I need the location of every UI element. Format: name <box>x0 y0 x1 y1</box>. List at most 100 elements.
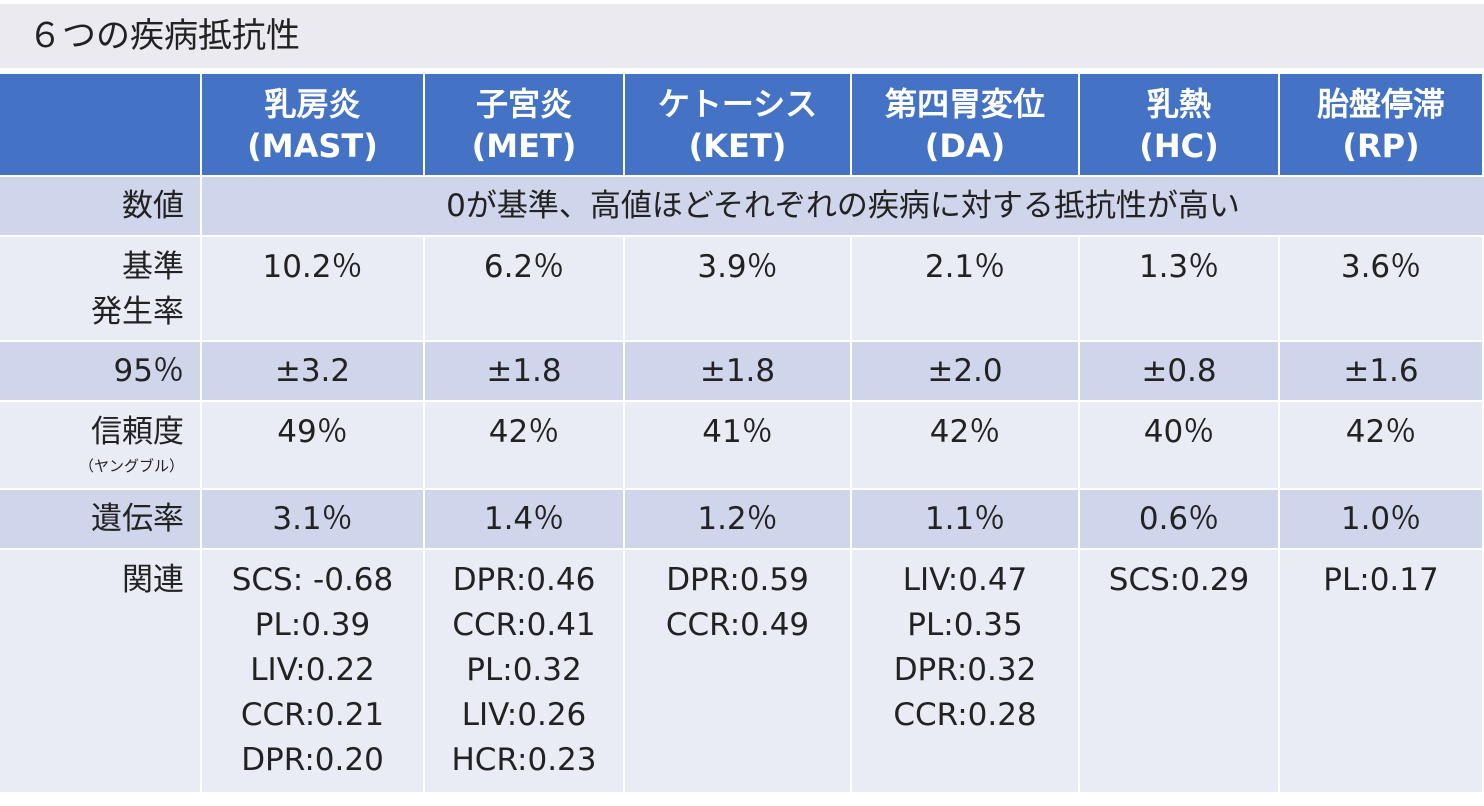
cell-line: SCS: -0.68 <box>231 562 394 598</box>
cell: ±1.8 <box>425 342 623 400</box>
column-name: 子宮炎 <box>475 84 572 123</box>
column-code: (DA) <box>924 126 1006 165</box>
cell-line: 42％ <box>1345 414 1417 450</box>
cell-line: ±3.2 <box>274 352 351 389</box>
cell-line: 3.1％ <box>272 500 353 537</box>
cell-line: DPR:0.59 <box>666 562 809 598</box>
cell: PL:0.17 <box>1280 550 1482 792</box>
column-name: ケトーシス <box>657 84 818 123</box>
cell-line: DPR:0.46 <box>452 562 596 598</box>
cell-line: CCR:0.49 <box>665 607 810 643</box>
cell: 3.9％ <box>625 237 850 340</box>
cell: 49％ <box>202 402 423 488</box>
row-label: 遺伝率 <box>0 490 200 548</box>
cell-line: 42％ <box>929 414 1001 450</box>
column-code: (HC) <box>1139 126 1219 165</box>
cell-line: ±1.6 <box>1343 352 1419 389</box>
cell: ±1.8 <box>625 342 850 400</box>
cell-line: 42％ <box>488 414 560 450</box>
column-header: ケトーシス (KET) <box>625 74 850 175</box>
header-corner <box>0 74 200 175</box>
cell-line: ±2.0 <box>927 352 1003 389</box>
column-name: 胎盤停滞 <box>1316 84 1445 123</box>
cell: 42％ <box>852 402 1078 488</box>
column-header: 胎盤停滞 (RP) <box>1280 74 1482 175</box>
cell: DPR:0.59 CCR:0.49 <box>625 550 850 792</box>
cell: ±1.6 <box>1280 342 1482 400</box>
cell-line: 1.3％ <box>1138 249 1220 285</box>
cell-line: HCR:0.23 <box>451 742 597 778</box>
cell-line: LIV:0.47 <box>902 562 1028 598</box>
cell: 1.1％ <box>852 490 1078 548</box>
cell: 3.6％ <box>1280 237 1482 340</box>
cell: ±3.2 <box>202 342 423 400</box>
cell-line: PL:0.17 <box>1323 562 1439 598</box>
cell-line: LIV:0.22 <box>250 652 375 688</box>
cell: 3.1％ <box>202 490 423 548</box>
cell: ±0.8 <box>1080 342 1278 400</box>
cell-line: 1.1％ <box>924 500 1006 537</box>
cell: SCS:0.29 <box>1080 550 1278 792</box>
label-line: 関連 <box>122 562 184 598</box>
cell: 10.2％ <box>202 237 423 340</box>
title: ６つの疾病抵抗性 <box>0 4 1484 68</box>
column-header: 第四胃変位 (DA) <box>852 74 1078 175</box>
cell: 41％ <box>625 402 850 488</box>
cell: 1.0％ <box>1280 490 1482 548</box>
cell-line: 1.2％ <box>697 500 778 537</box>
cell-line: DPR:0.32 <box>893 652 1037 688</box>
cell-line: PL:0.35 <box>907 607 1023 643</box>
column-code: (MET) <box>471 126 577 165</box>
cell-line: ±1.8 <box>486 352 562 389</box>
cell-line: 49％ <box>277 414 348 450</box>
label-line: 発生率 <box>91 294 184 330</box>
cell: 6.2％ <box>425 237 623 340</box>
column-header: 乳熱 (HC) <box>1080 74 1278 175</box>
column-name: 乳熱 <box>1146 84 1211 123</box>
cell-line: CCR:0.28 <box>893 697 1037 733</box>
cell-line: LIV:0.26 <box>461 697 587 733</box>
column-code: (MAST) <box>247 126 378 165</box>
label-line: 信頼度 <box>91 414 184 450</box>
cell-line: ±1.8 <box>699 352 776 389</box>
row-label: 数値 <box>0 177 200 235</box>
label-line: 遺伝率 <box>91 500 184 537</box>
cell-line: 10.2％ <box>262 249 363 285</box>
column-header: 乳房炎 (MAST) <box>202 74 423 175</box>
cell-line: 41％ <box>702 414 773 450</box>
cell-line: CCR:0.21 <box>240 697 385 733</box>
cell-line: PL:0.32 <box>466 652 582 688</box>
cell: 0.6％ <box>1080 490 1278 548</box>
cell: SCS: -0.68 PL:0.39 LIV:0.22 CCR:0.21 DPR:0.2… <box>202 550 423 792</box>
cell-line: 1.4％ <box>483 500 565 537</box>
cell-line: 2.1％ <box>924 249 1006 285</box>
cell-line: SCS:0.29 <box>1108 562 1250 598</box>
cell: 40％ <box>1080 402 1278 488</box>
cell-line: 3.6％ <box>1340 249 1422 285</box>
cell: 2.1％ <box>852 237 1078 340</box>
cell: ±2.0 <box>852 342 1078 400</box>
cell-line: CCR:0.41 <box>452 607 596 643</box>
cell-line: 40％ <box>1143 414 1215 450</box>
label-line: 数値 <box>122 187 184 224</box>
row-label: 95％ <box>0 342 200 400</box>
span-cell: 0が基準、高値ほどそれぞれの疾病に対する抵抗性が高い <box>202 177 1484 235</box>
sub-label: （ヤングブル） <box>78 457 184 475</box>
column-code: (RP) <box>1342 126 1420 165</box>
cell: 42％ <box>1280 402 1482 488</box>
cell: 1.2％ <box>625 490 850 548</box>
label-line: 95％ <box>113 352 184 389</box>
cell-line: 6.2％ <box>483 249 565 285</box>
column-header: 子宮炎 (MET) <box>425 74 623 175</box>
cell-line: DPR:0.20 <box>241 742 384 778</box>
row-label: 信頼度 （ヤングブル） <box>0 402 200 488</box>
cell-line: 1.0％ <box>1340 500 1422 537</box>
cell-line: PL:0.39 <box>254 607 371 643</box>
label-line: 基準 <box>122 249 184 285</box>
column-name: 乳房炎 <box>264 84 361 123</box>
column-name: 第四胃変位 <box>884 84 1045 123</box>
cell: 1.4％ <box>425 490 623 548</box>
cell-line: ±0.8 <box>1141 352 1217 389</box>
cell: 42％ <box>425 402 623 488</box>
